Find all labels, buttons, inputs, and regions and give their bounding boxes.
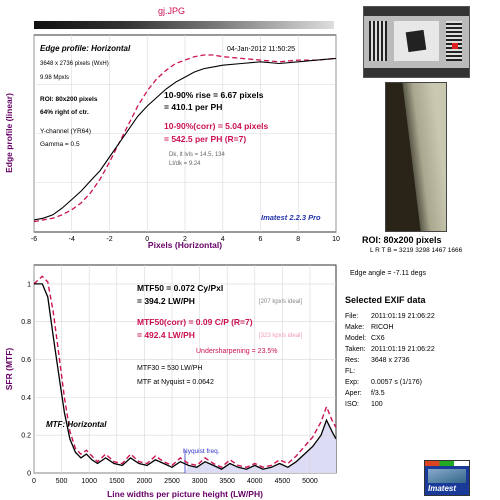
mtf-x-tick-label: 2000 bbox=[137, 478, 153, 485]
megapixels: 9.98 Mpxls bbox=[40, 75, 69, 81]
mtf-plot-area bbox=[33, 264, 337, 474]
edge-x-tick-label: 8 bbox=[296, 236, 300, 243]
exif-key: FL: bbox=[345, 368, 356, 375]
mtf-y-label: SFR (MTF) bbox=[4, 348, 14, 391]
mtf-y-tick-label: 0.8 bbox=[21, 319, 31, 326]
mtf-y-tick-label: 0.2 bbox=[21, 433, 31, 440]
rise-pixels: 10-90% rise = 6.67 pixels bbox=[164, 90, 264, 100]
edge-heading: Edge profile: Horizontal bbox=[40, 44, 131, 53]
timestamp: 04-Jan-2012 11:50:25 bbox=[227, 46, 295, 53]
exif-key: File: bbox=[345, 313, 359, 320]
mtf30: MTF30 = 530 LW/PH bbox=[137, 365, 202, 372]
exif-key: Model: bbox=[345, 335, 367, 342]
mtf-heading: MTF: Horizontal bbox=[46, 420, 107, 429]
exif-key: Exp: bbox=[345, 379, 360, 386]
imatest-version: Imatest 2.2.3 Pro bbox=[261, 213, 321, 222]
mtf50-corr-lwph: = 492.4 LW/PH bbox=[137, 330, 195, 340]
edge-x-tick-label: -4 bbox=[69, 236, 75, 243]
edge-angle: Edge angle = -7.11 degs bbox=[350, 270, 426, 277]
undersharpening: Undersharpening = 23.5% bbox=[196, 348, 278, 355]
mtf-y-tick-label: 0 bbox=[27, 471, 31, 478]
edge-x-tick-label: 10 bbox=[332, 236, 340, 243]
measured-mtf-line bbox=[34, 283, 337, 470]
roi-crop-image bbox=[385, 82, 447, 232]
mtf-x-tick-label: 1500 bbox=[109, 478, 125, 485]
corrected-mtf-line bbox=[33, 275, 337, 469]
nyquist-shaded-region bbox=[185, 420, 336, 473]
exif-title: Selected EXIF data bbox=[345, 295, 426, 305]
edge-y-label: Edge profile (linear) bbox=[4, 93, 14, 173]
exif-value: 100 bbox=[371, 401, 383, 408]
mtf-x-tick-label: 4000 bbox=[247, 478, 263, 485]
measured-edge-line bbox=[33, 57, 337, 221]
edge-x-tick-label: 0 bbox=[145, 236, 149, 243]
roi-position: 64% right of ctr. bbox=[40, 109, 89, 116]
mtf-chart: 0 500 1000 1500 2000 2500 3000 3500 4000 4500 5000… bbox=[4, 264, 337, 499]
channel: Y-channel (YR64) bbox=[40, 128, 91, 135]
mtf50-ideal: [207 kpxls ideal] bbox=[259, 299, 302, 305]
mtf-at-nyquist: MTF at Nyquist = 0.0642 bbox=[137, 379, 214, 386]
gradient-strip bbox=[34, 21, 334, 29]
mtf-x-tick-label: 4500 bbox=[275, 478, 291, 485]
rise-per-ph: = 410.1 per PH bbox=[164, 102, 222, 112]
exif-key: Res: bbox=[345, 357, 360, 364]
mtf-x-tick-label: 500 bbox=[56, 478, 68, 485]
test-chart-thumbnail bbox=[363, 6, 470, 78]
nyquist-label: Nyquist freq. bbox=[183, 448, 220, 455]
exif-value: 0.0057 s (1/176) bbox=[371, 379, 422, 386]
exif-key: ISO: bbox=[345, 401, 360, 408]
mtf50-corr: MTF50(corr) = 0.09 C/P (R=7) bbox=[137, 317, 253, 327]
image-size: 3648 x 2736 pixels (WxH) bbox=[40, 61, 109, 67]
exif-value: RICOH bbox=[371, 324, 394, 331]
edge-x-tick-label: 4 bbox=[221, 236, 225, 243]
exif-key: Make: bbox=[345, 324, 365, 331]
mtf50-corr-ideal: [323 kpxls ideal] bbox=[259, 333, 302, 339]
corrected-edge-line bbox=[33, 54, 337, 223]
mtf-x-tick-label: 0 bbox=[32, 478, 36, 485]
levels: Dk, lt lvls = 14.5, 134 bbox=[169, 152, 226, 158]
mtf50-lwph: = 394.2 LW/PH bbox=[137, 296, 195, 306]
exif-value: f/3.5 bbox=[371, 390, 385, 397]
mtf-x-tick-label: 2500 bbox=[164, 478, 180, 485]
mtf-x-tick-label: 3500 bbox=[219, 478, 235, 485]
edge-x-tick-label: -6 bbox=[31, 236, 37, 243]
mtf-x-label: Line widths per picture height (LW/PH) bbox=[107, 489, 263, 499]
rise-corr-per-ph: = 542.5 per PH (R=7) bbox=[164, 134, 246, 144]
mtf50-cycles: MTF50 = 0.072 Cy/Pxl bbox=[137, 283, 223, 293]
exif-key: Taken: bbox=[345, 346, 366, 353]
gamma: Gamma = 0.5 bbox=[40, 141, 80, 148]
exif-value: 3648 x 2736 bbox=[371, 357, 410, 364]
mtf-y-tick-label: 0.6 bbox=[21, 357, 31, 364]
roi-coordinates: L R T B = 3219 3298 1467 1666 bbox=[370, 247, 463, 254]
exif-value: 2011:01:19 21:06:22 bbox=[371, 346, 435, 353]
mtf-x-tick-label: 3000 bbox=[192, 478, 208, 485]
roi-size: ROI: 80x200 pixels bbox=[40, 96, 98, 103]
imatest-logo: Imatest bbox=[424, 460, 470, 496]
edge-x-tick-label: 2 bbox=[183, 236, 187, 243]
edge-x-tick-label: -2 bbox=[106, 236, 112, 243]
mtf-x-tick-label: 1000 bbox=[81, 478, 97, 485]
exif-key: Aper: bbox=[345, 390, 362, 397]
imatest-logo-text: Imatest bbox=[428, 484, 457, 493]
exif-value: CX6 bbox=[371, 335, 385, 342]
rise-corr-pixels: 10-90%(corr) = 5.04 pixels bbox=[164, 121, 268, 131]
edge-x-label: Pixels (Horizontal) bbox=[148, 240, 222, 250]
edge-profile-chart: -6 -4 -2 0 2 4 6 8 10 Edge profile: Horizontal 0… bbox=[4, 34, 340, 250]
image-title: gj.JPG bbox=[158, 6, 186, 16]
exif-value: 2011:01:19 21:06:22 bbox=[371, 313, 435, 320]
mtf-x-tick-label: 5000 bbox=[302, 478, 318, 485]
edge-x-tick-label: 6 bbox=[259, 236, 263, 243]
light-dark-ratio: Lt/dk = 9.24 bbox=[169, 161, 201, 167]
mtf-y-tick-label: 1 bbox=[27, 281, 31, 288]
roi-caption: ROI: 80x200 pixels bbox=[362, 235, 442, 245]
mtf-y-tick-label: 0.4 bbox=[21, 395, 31, 402]
